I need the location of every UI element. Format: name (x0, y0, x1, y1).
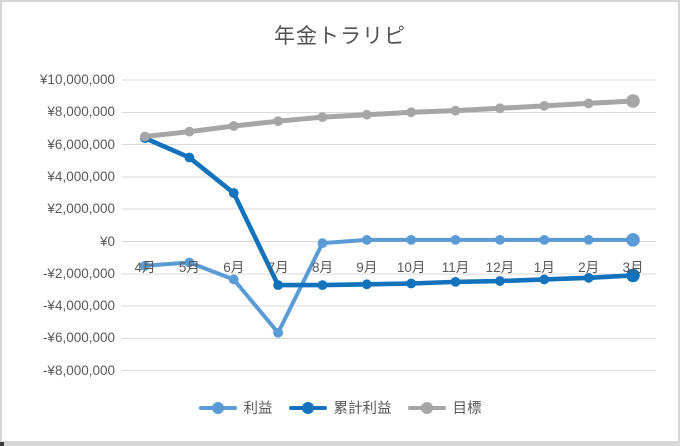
series-profit-point (583, 234, 594, 245)
series-cumulative-profit-line (142, 135, 636, 288)
screen-corner-artifact (0, 442, 4, 446)
series-cumulative-profit-point (273, 280, 283, 291)
series-target-point (184, 126, 195, 137)
series-profit-point (140, 260, 150, 271)
series-cumulative-profit-point (583, 272, 594, 283)
series-target-point (539, 100, 550, 111)
legend-item-cumulative-profit: 累計利益 (288, 397, 392, 418)
legend-line-marker-icon (198, 401, 237, 414)
series-profit-point (361, 234, 372, 245)
series-target-point (495, 103, 505, 114)
series-cumulative-profit-point (317, 280, 328, 291)
legend-line-marker-icon (407, 401, 446, 414)
legend-label: 累計利益 (333, 401, 392, 417)
series-cumulative-profit-point (495, 276, 505, 286)
series-target-point (228, 121, 239, 131)
legend-label: 利益 (243, 401, 273, 417)
series-profit-point (495, 234, 505, 245)
series-target-point (361, 109, 372, 120)
series-profit-point (539, 234, 550, 245)
series-target-point (626, 94, 640, 108)
series-profit-line (143, 237, 635, 335)
series-profit-point (184, 257, 195, 268)
series-cumulative-profit-point (228, 188, 239, 198)
series-target-point (583, 98, 594, 109)
series-cumulative-profit-point (450, 276, 461, 287)
legend-line-marker-icon (288, 401, 327, 414)
series-cumulative-profit-point (361, 279, 372, 290)
series-cumulative-profit-point (406, 278, 417, 289)
series-cumulative-profit-point (184, 152, 195, 163)
bottom-band (0, 441, 680, 446)
series-target-point (450, 105, 461, 116)
series-cumulative-profit-point (539, 274, 550, 285)
series-target-point (317, 112, 328, 123)
series-profit-point (228, 274, 239, 285)
series-profit-point (317, 238, 328, 249)
chart-legend: 利益 累計利益 目標 (0, 397, 680, 418)
series-cumulative-profit-point (626, 268, 640, 283)
legend-label: 目標 (452, 401, 482, 417)
chart-title: 年金トラリピ (274, 25, 406, 48)
series-profit-point (450, 234, 461, 245)
series-target-line (142, 98, 636, 140)
series-profit-point (626, 233, 640, 247)
series-target-point (406, 107, 417, 118)
legend-item-profit: 利益 (198, 397, 273, 418)
series-profit-point (273, 327, 283, 338)
series-target-point (140, 131, 150, 142)
legend-item-target: 目標 (407, 397, 482, 418)
series-profit-point (406, 234, 417, 245)
series-target-point (273, 116, 283, 127)
